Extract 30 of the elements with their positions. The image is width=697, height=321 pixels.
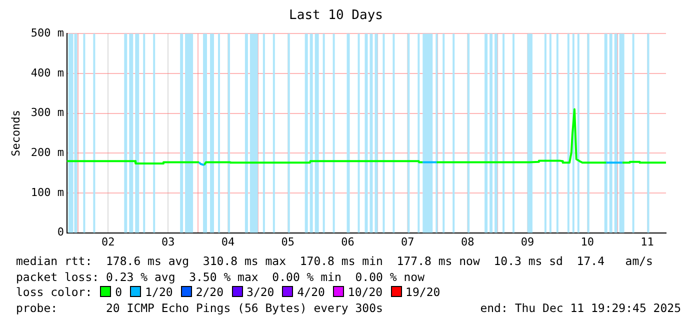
y-tick-label: 100 m bbox=[30, 186, 64, 199]
text: median rtt: 178.6 ms avg 310.8 ms max 170.8 ms min 177.8 ms now 10.3 ms sd 17.4 am/s bbox=[16, 254, 653, 268]
legend-label: 0 bbox=[115, 285, 122, 299]
legend-label: 3/20 bbox=[246, 285, 274, 299]
text: probe: 20 ICMP Echo Pings (56 Bytes) every 300s bbox=[16, 300, 383, 314]
chart-title: Last 10 Days bbox=[289, 8, 383, 24]
x-tick-label: 05 bbox=[281, 235, 295, 248]
x-tick-label: 03 bbox=[161, 235, 175, 248]
y-tick-label: 500 m bbox=[30, 26, 64, 40]
x-tick-label: 07 bbox=[401, 235, 414, 248]
text: end: Thu Dec 11 19:29:45 2025 bbox=[480, 300, 681, 314]
legend-label: 19/20 bbox=[406, 285, 440, 299]
legend-label: 1/20 bbox=[145, 285, 173, 299]
x-tick-label: 04 bbox=[221, 235, 235, 248]
x-tick-label: 10 bbox=[580, 235, 594, 248]
y-tick-label: 300 m bbox=[30, 106, 64, 120]
y-tick-label: 400 m bbox=[30, 66, 64, 80]
legend-title: loss color: bbox=[16, 285, 92, 299]
legend-label: 10/20 bbox=[348, 285, 383, 299]
x-tick-label: 11 bbox=[640, 235, 654, 248]
x-tick-label: 09 bbox=[520, 235, 534, 248]
y-tick-label: 0 bbox=[57, 226, 64, 239]
text: packet loss: 0.23 % avg 3.50 % max 0.00 % min 0.00 % now bbox=[16, 270, 424, 284]
x-tick-label: 08 bbox=[460, 235, 474, 248]
legend-label: 4/20 bbox=[297, 285, 325, 299]
x-tick-label: 06 bbox=[341, 235, 354, 248]
legend-label: 2/20 bbox=[196, 285, 224, 299]
y-axis-title: Seconds bbox=[9, 110, 22, 156]
x-tick-label: 02 bbox=[102, 235, 115, 248]
y-tick-label: 200 m bbox=[30, 146, 64, 159]
